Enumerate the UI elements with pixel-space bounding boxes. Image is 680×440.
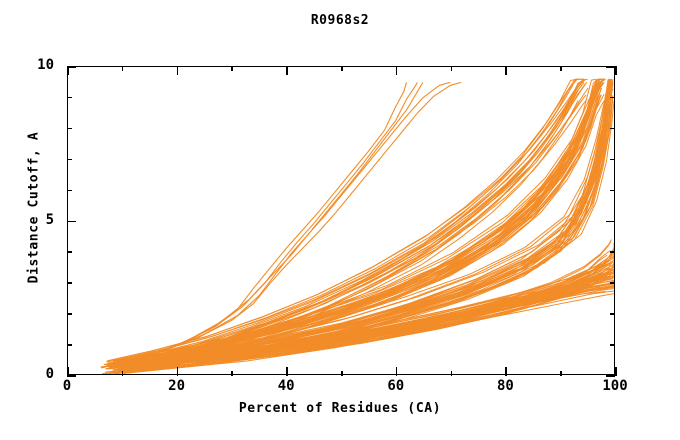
curve	[115, 78, 604, 363]
curve	[116, 95, 601, 371]
curve	[116, 82, 418, 366]
y-tick-label: 5	[45, 211, 54, 228]
curve	[113, 264, 610, 363]
y-tick-left	[67, 251, 72, 253]
x-tick-bottom	[505, 366, 507, 376]
curve	[103, 80, 584, 366]
y-tick-left	[67, 158, 72, 161]
x-tick-label: 40	[277, 378, 295, 394]
curve	[106, 79, 612, 365]
curve	[112, 276, 607, 364]
y-tick-right	[606, 375, 615, 377]
x-tick-bottom	[341, 370, 343, 376]
data-curves	[100, 78, 614, 374]
x-tick-top	[560, 66, 562, 71]
curve	[115, 78, 604, 367]
curve	[120, 83, 586, 374]
x-tick-top	[505, 66, 507, 75]
curve	[106, 78, 584, 362]
x-tick-bottom	[286, 366, 288, 376]
y-tick-right	[610, 313, 615, 315]
chart-title: R0968s2	[310, 13, 370, 28]
curve	[124, 97, 614, 372]
y-tick-left	[67, 96, 72, 99]
y-tick-right	[610, 96, 615, 99]
curve	[127, 87, 589, 370]
curve	[124, 93, 605, 368]
y-tick-label: 10	[37, 57, 54, 73]
x-tick-bottom	[67, 366, 69, 376]
x-tick-label: 60	[387, 378, 405, 394]
x-tick-bottom	[450, 370, 453, 376]
x-tick-label: 20	[168, 378, 186, 394]
y-tick-right	[606, 220, 615, 222]
curve	[108, 81, 462, 369]
x-tick-top	[67, 66, 69, 75]
y-tick-right	[610, 158, 615, 161]
x-tick-top	[286, 66, 288, 75]
y-tick-label: 0	[45, 366, 54, 382]
x-tick-top	[231, 66, 233, 71]
x-tick-bottom	[615, 366, 617, 376]
y-tick-right	[610, 282, 615, 284]
curve	[119, 246, 614, 371]
x-tick-top	[121, 66, 124, 71]
y-tick-right	[610, 189, 615, 192]
x-axis-title: Percent of Residues (CA)	[238, 401, 442, 416]
y-tick-right	[606, 66, 615, 68]
curve	[112, 78, 579, 363]
curve	[137, 293, 614, 373]
y-tick-right	[610, 127, 615, 130]
x-tick-label: 100	[602, 378, 628, 394]
y-tick-left	[67, 375, 76, 377]
y-tick-left	[67, 282, 72, 284]
curve	[106, 262, 607, 365]
x-tick-label: 80	[496, 378, 514, 394]
y-tick-right	[610, 344, 615, 346]
y-tick-left	[67, 127, 72, 130]
x-tick-bottom	[231, 370, 233, 376]
curve	[118, 274, 614, 373]
x-tick-top	[341, 66, 343, 71]
curve	[102, 94, 600, 368]
x-tick-top	[176, 66, 179, 75]
y-tick-right	[610, 251, 615, 253]
curve	[124, 87, 602, 362]
y-axis-title: Distance Cutoff, A	[26, 131, 42, 284]
x-tick-label: 0	[62, 378, 72, 394]
y-tick-left	[67, 220, 76, 222]
x-tick-bottom	[176, 366, 179, 376]
y-tick-left	[67, 189, 72, 192]
x-tick-top	[395, 66, 398, 75]
y-tick-left	[67, 313, 72, 315]
x-tick-top	[450, 66, 453, 71]
x-tick-bottom	[121, 370, 124, 376]
y-tick-left	[67, 66, 76, 68]
plot-area	[67, 66, 615, 375]
curve	[128, 290, 614, 369]
curve	[100, 91, 578, 368]
x-tick-top	[615, 66, 617, 75]
curve	[111, 283, 607, 366]
x-tick-bottom	[395, 366, 398, 376]
curve	[119, 82, 424, 366]
y-tick-left	[67, 344, 72, 346]
x-tick-bottom	[560, 370, 562, 376]
curve	[118, 79, 614, 362]
